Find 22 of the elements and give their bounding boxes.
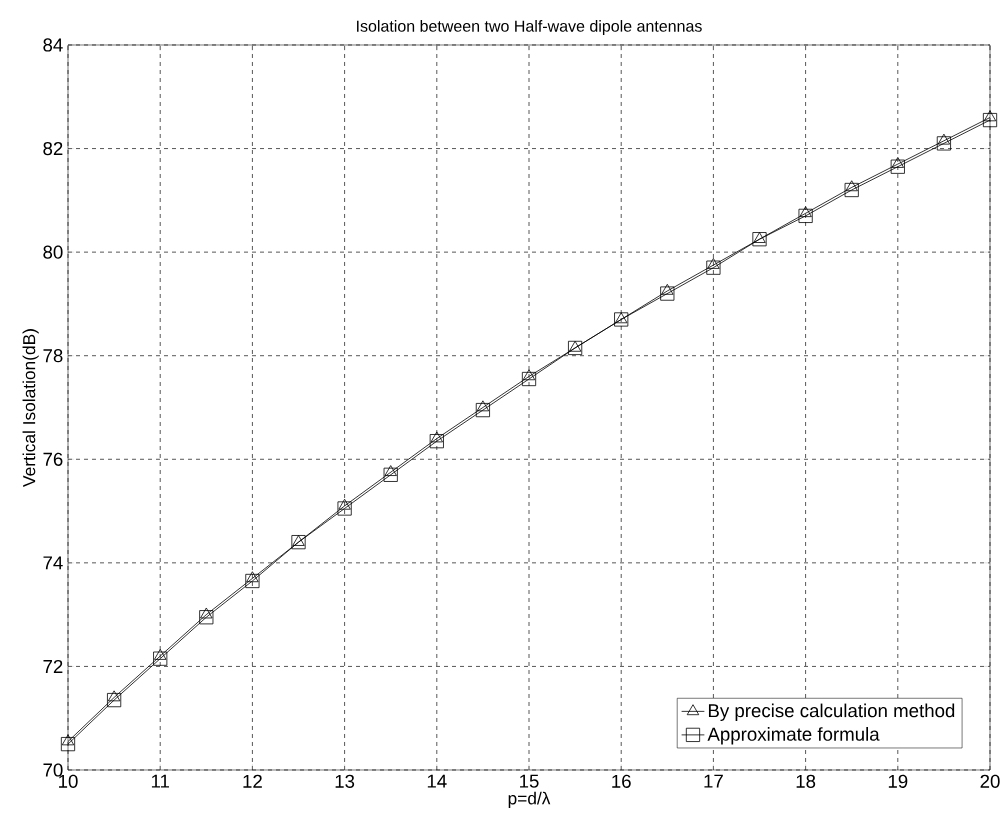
x-tick-label: 16: [612, 774, 631, 788]
x-tick-label: 19: [888, 774, 908, 788]
chart-title: Isolation between two Half-wave dipole antennas: [357, 20, 702, 35]
x-tick-label: 20: [980, 774, 1000, 788]
y-tick-label: 72: [43, 659, 63, 673]
x-tick-label: 18: [796, 774, 816, 788]
y-tick-label: 84: [43, 38, 63, 52]
y-tick-label: 80: [43, 245, 63, 259]
x-tick-label: 13: [335, 774, 355, 788]
y-tick-label: 76: [43, 452, 63, 466]
legend-label: Approximate formula: [707, 727, 880, 745]
x-tick-label: 11: [151, 774, 169, 788]
x-axis-title: p=d/λ: [508, 791, 551, 808]
x-tick-label: 17: [704, 774, 723, 788]
y-tick-label: 82: [43, 141, 63, 156]
y-tick-label: 74: [43, 556, 63, 570]
legend-label: By precise calculation method: [708, 703, 955, 721]
x-tick-label: 15: [520, 774, 539, 788]
y-tick-label: 78: [43, 349, 63, 363]
x-tick-label: 12: [243, 774, 262, 788]
x-tick-label: 14: [427, 774, 447, 788]
y-axis-title: Vertical Isolation(dB): [22, 329, 39, 487]
